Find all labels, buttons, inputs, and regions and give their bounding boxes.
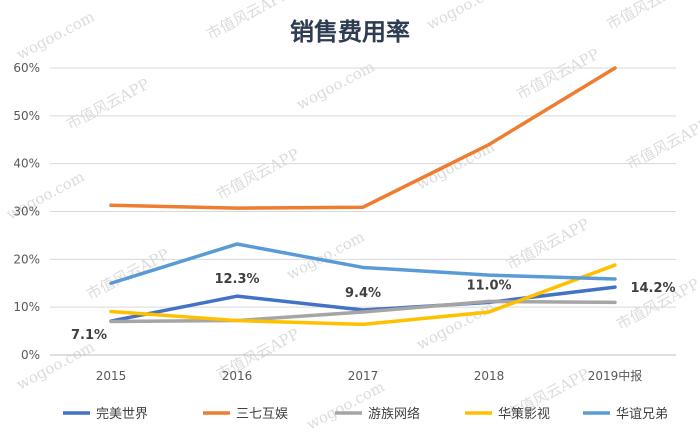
chart-title: 销售费用率 [290,18,410,46]
x-tick-label: 2019中报 [588,368,643,383]
watermark-text: 市值风云APP [203,0,292,44]
x-tick-label: 2018 [474,369,505,383]
y-tick-label: 50% [13,109,40,123]
x-tick-label: 2017 [348,369,379,383]
watermark-text: 市值风云APP [513,45,602,104]
gridlines [50,67,676,356]
data-label: 11.0% [466,278,511,293]
watermark-text: wogoo.com [293,57,377,113]
series-layer [109,66,617,327]
y-tick-label: 40% [13,157,40,171]
y-axis: 0% 10% 20% 30% 40% 50% 60% [13,61,40,362]
y-tick-label: 0% [21,348,40,362]
series-line [109,66,617,210]
y-tick-label: 30% [13,205,40,219]
watermark-text: 市值风云APP [213,145,302,204]
watermark-text: 市值风云APP [83,245,172,304]
watermark-text: wogoo.com [303,377,387,433]
legend-label: 游族网络 [368,406,420,422]
legend-label: 三七互娱 [236,407,288,422]
series-line [109,242,617,285]
data-label: 14.2% [630,281,675,296]
series-line [109,263,617,327]
watermark-text: 市值风云APP [503,215,592,274]
data-label: 7.1% [71,328,107,343]
data-label: 9.4% [345,286,381,301]
legend-label: 华策影视 [498,406,550,422]
legend-label: 完美世界 [96,407,148,422]
data-labels: 7.1% 12.3% 9.4% 11.0% 14.2% [71,272,676,343]
x-axis: 2015 2016 2017 2018 2019中报 [96,368,643,383]
data-label: 12.3% [214,272,259,287]
series-line [109,299,617,324]
y-tick-label: 20% [13,252,40,266]
watermark-text: 市值风云APP [623,115,700,174]
y-tick-label: 10% [13,300,40,314]
legend: 完美世界 三七互娱 游族网络 华策影视 华谊兄弟 [63,406,668,422]
x-tick-label: 2016 [222,369,253,383]
legend-label: 华谊兄弟 [616,407,668,422]
watermark-text: wogoo.com [13,7,97,63]
watermark-text: 市值风云APP [63,75,152,134]
watermark-text: wogoo.com [423,0,507,34]
watermark-text: 市值风云APP [603,0,692,34]
x-tick-label: 2015 [96,369,127,383]
watermark-text: wogoo.com [13,337,97,393]
y-tick-label: 60% [13,61,40,75]
